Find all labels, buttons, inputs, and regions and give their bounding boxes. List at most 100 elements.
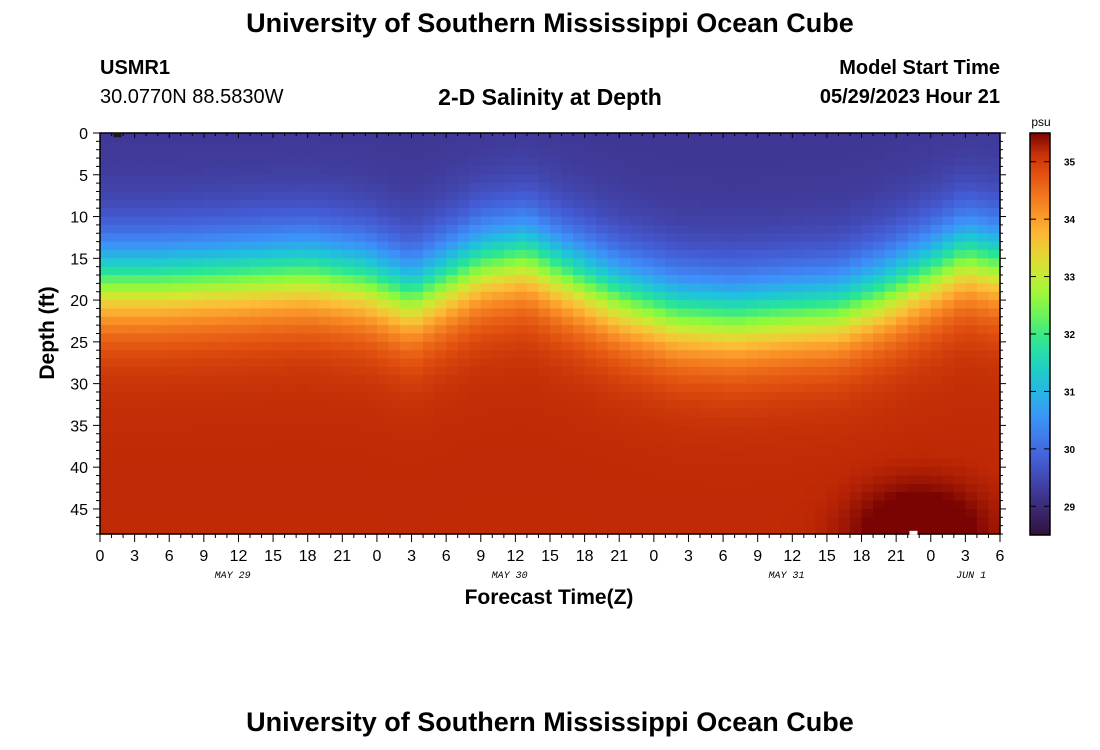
heatmap-cell xyxy=(953,291,966,301)
heatmap-cell xyxy=(550,442,563,452)
heatmap-cell xyxy=(353,375,366,385)
heatmap-cell xyxy=(353,133,366,142)
heatmap-cell xyxy=(584,400,597,410)
heatmap-cell xyxy=(411,341,424,351)
heatmap-cell xyxy=(123,208,136,218)
heatmap-cell xyxy=(930,366,943,376)
heatmap-cell xyxy=(215,333,228,343)
heatmap-cell xyxy=(965,316,978,326)
heatmap-cell xyxy=(619,208,632,218)
heatmap-cell xyxy=(250,283,263,293)
heatmap-cell xyxy=(492,458,505,468)
heatmap-cell xyxy=(642,316,655,326)
heatmap-cell xyxy=(100,266,113,276)
heatmap-cell xyxy=(226,500,240,510)
heatmap-cell xyxy=(596,442,609,452)
heatmap-cell xyxy=(296,300,309,310)
heatmap-cell xyxy=(838,483,851,493)
heatmap-cell xyxy=(988,433,1001,443)
heatmap-cell xyxy=(942,233,955,243)
heatmap-cell xyxy=(896,291,909,301)
heatmap-cell xyxy=(261,375,274,385)
heatmap-cell xyxy=(757,133,770,142)
heatmap-cell xyxy=(907,366,920,376)
heatmap-cell xyxy=(780,300,793,310)
heatmap-cell xyxy=(492,483,505,493)
heatmap-cell xyxy=(850,450,863,460)
heatmap-cell xyxy=(815,508,828,518)
x-tick-label: 6 xyxy=(719,548,728,565)
heatmap-cell xyxy=(607,492,620,502)
heatmap-cell xyxy=(792,450,805,460)
heatmap-cell xyxy=(480,467,493,477)
heatmap-cell xyxy=(584,417,597,426)
heatmap-cell xyxy=(284,450,297,460)
heatmap-cell xyxy=(446,241,459,251)
heatmap-cell xyxy=(965,233,978,243)
heatmap-cell xyxy=(238,508,251,518)
heatmap-cell xyxy=(861,400,874,410)
heatmap-cell xyxy=(492,425,505,435)
heatmap-cell xyxy=(400,492,413,502)
heatmap-cell xyxy=(884,241,897,251)
heatmap-cell xyxy=(134,442,147,452)
heatmap-cell xyxy=(884,216,897,226)
heatmap-cell xyxy=(434,366,447,376)
heatmap-cell xyxy=(953,266,966,276)
heatmap-cell xyxy=(642,500,655,510)
heatmap-cell xyxy=(630,266,643,276)
heatmap-cell xyxy=(515,341,528,351)
heatmap-cell xyxy=(423,174,436,184)
heatmap-cell xyxy=(446,442,459,452)
heatmap-cell xyxy=(746,408,759,418)
heatmap-cell xyxy=(226,366,240,376)
heatmap-cell xyxy=(319,258,332,268)
heatmap-cell xyxy=(353,350,366,360)
heatmap-cell xyxy=(850,216,863,226)
heatmap-cell xyxy=(780,166,793,176)
heatmap-cell xyxy=(550,141,563,151)
heatmap-cell xyxy=(561,208,574,218)
heatmap-cell xyxy=(353,249,366,259)
heatmap-cell xyxy=(342,483,355,493)
heatmap-cell xyxy=(480,383,493,393)
heatmap-cell xyxy=(746,233,759,243)
heatmap-cell xyxy=(123,417,136,426)
heatmap-cell xyxy=(630,191,643,201)
heatmap-cell xyxy=(988,483,1001,493)
heatmap-cell xyxy=(492,149,505,159)
heatmap-cell xyxy=(965,400,978,410)
heatmap-cell xyxy=(457,467,470,477)
heatmap-cell xyxy=(457,249,470,259)
heatmap-cell xyxy=(515,333,528,343)
heatmap-cell xyxy=(861,358,874,368)
heatmap-cell xyxy=(111,508,124,518)
heatmap-cell xyxy=(469,133,482,142)
heatmap-cell xyxy=(319,383,332,393)
heatmap-cell xyxy=(457,375,470,385)
heatmap-cell xyxy=(734,391,747,401)
heatmap-cell xyxy=(480,391,493,401)
heatmap-cell xyxy=(780,483,793,493)
heatmap-cell xyxy=(573,450,586,460)
heatmap-cell xyxy=(607,266,620,276)
heatmap-cell xyxy=(365,442,378,452)
heatmap-cell xyxy=(353,366,366,376)
heatmap-cell xyxy=(515,450,528,460)
heatmap-cell xyxy=(688,183,701,193)
heatmap-cell xyxy=(850,500,863,510)
heatmap-cell xyxy=(111,199,124,209)
heatmap-cell xyxy=(838,275,851,284)
heatmap-cell xyxy=(607,166,620,176)
heatmap-cell xyxy=(573,408,586,418)
heatmap-cell xyxy=(400,249,413,259)
heatmap-cell xyxy=(111,450,124,460)
heatmap-cell xyxy=(700,133,713,142)
heatmap-cell xyxy=(596,433,609,443)
heatmap-cell xyxy=(434,517,447,527)
heatmap-cell xyxy=(146,492,159,502)
heatmap-cell xyxy=(457,517,470,527)
heatmap-cell xyxy=(423,316,436,326)
heatmap-cell xyxy=(757,391,770,401)
heatmap-cell xyxy=(803,375,816,385)
